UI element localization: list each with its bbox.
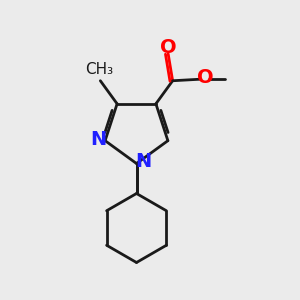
Text: O: O bbox=[197, 68, 213, 87]
Text: N: N bbox=[90, 130, 106, 149]
Text: CH₃: CH₃ bbox=[85, 62, 113, 77]
Text: N: N bbox=[135, 152, 151, 172]
Text: O: O bbox=[160, 38, 176, 57]
